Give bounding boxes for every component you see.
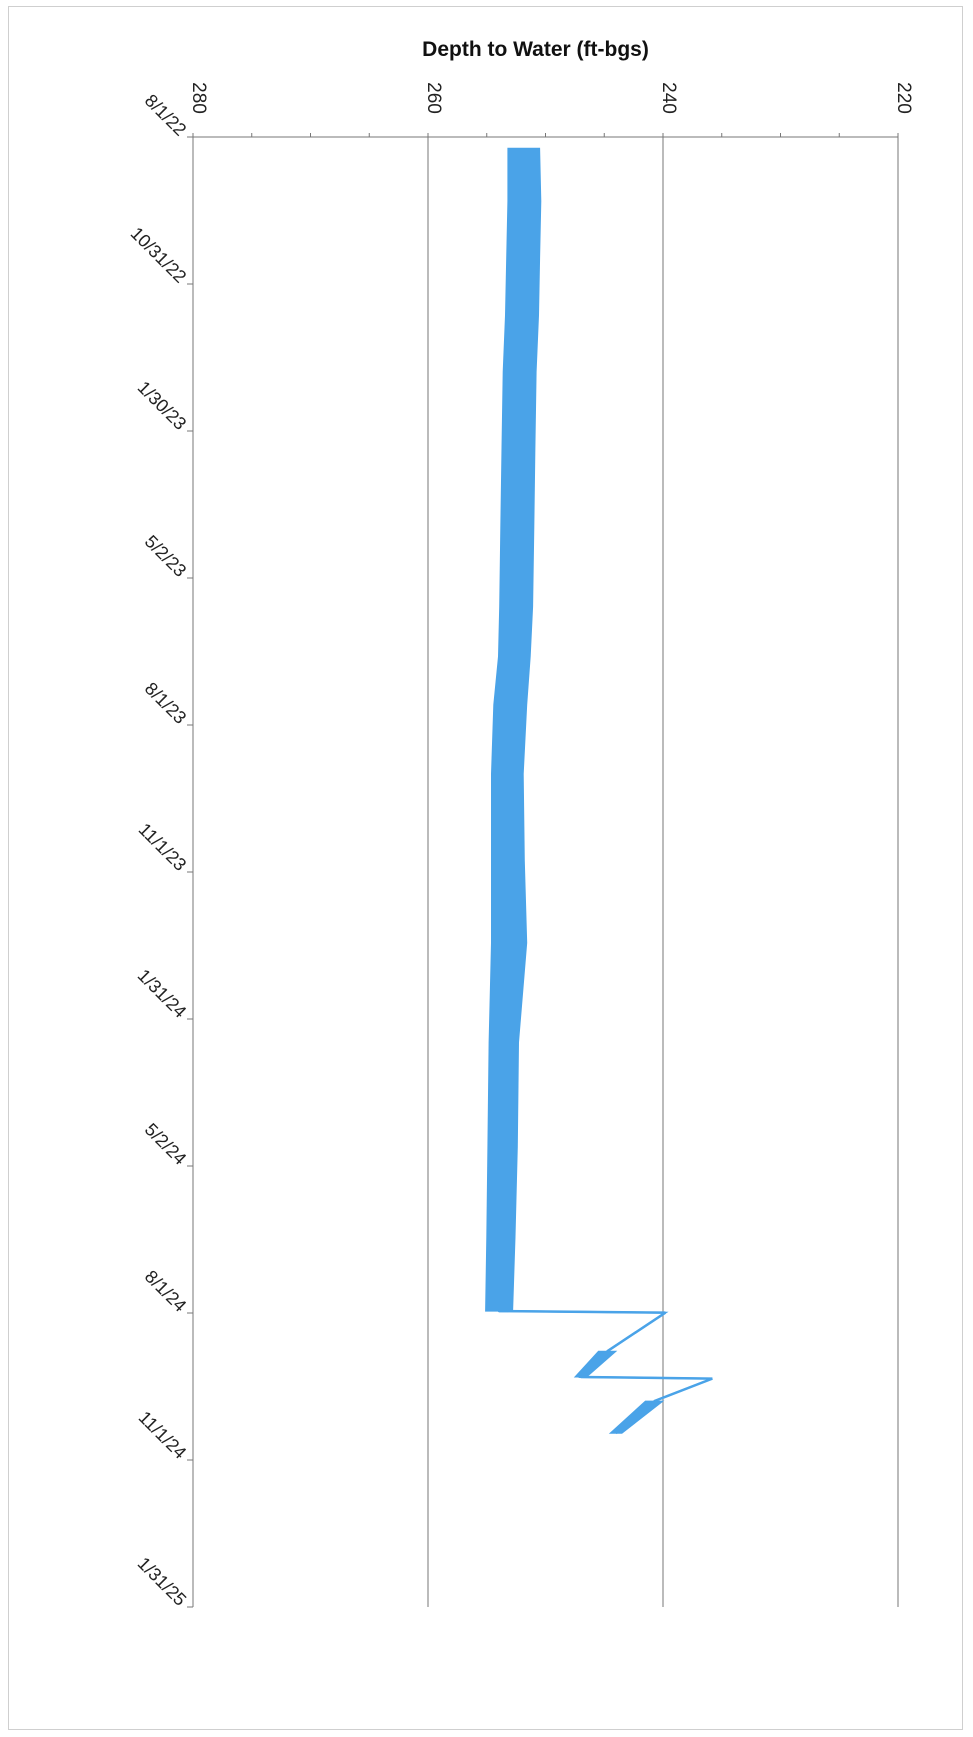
date-tick-label: 8/1/24	[141, 1266, 191, 1316]
depth-tick-label: 240	[658, 82, 679, 114]
series-spike	[606, 1311, 667, 1353]
date-tick-label: 1/31/24	[134, 965, 191, 1022]
y-axis-title: Depth to Water (ft-bgs)	[422, 38, 649, 61]
date-tick-label: 8/1/23	[141, 678, 191, 728]
depth-tick-label: 260	[423, 82, 444, 114]
depth-tick-label: 280	[188, 82, 209, 114]
series-band	[608, 1400, 665, 1434]
date-tick-label: 11/1/24	[135, 1407, 191, 1463]
date-tick-label: 5/2/23	[141, 531, 191, 581]
date-tick-label: 11/1/23	[135, 819, 191, 875]
date-tick-label: 10/31/22	[127, 223, 191, 287]
date-tick-label: 5/2/24	[141, 1119, 191, 1169]
date-tick-label: 1/30/23	[134, 377, 191, 434]
series-band	[485, 147, 542, 1312]
date-tick-label: 1/31/25	[134, 1553, 191, 1610]
series-spike	[580, 1375, 713, 1380]
depth-tick-label: 220	[893, 82, 914, 114]
chart-frame	[8, 6, 963, 1730]
date-tick-label: 8/1/22	[141, 90, 191, 140]
series-band	[573, 1350, 618, 1378]
series-spike	[653, 1377, 713, 1403]
series-spike	[499, 1309, 666, 1314]
